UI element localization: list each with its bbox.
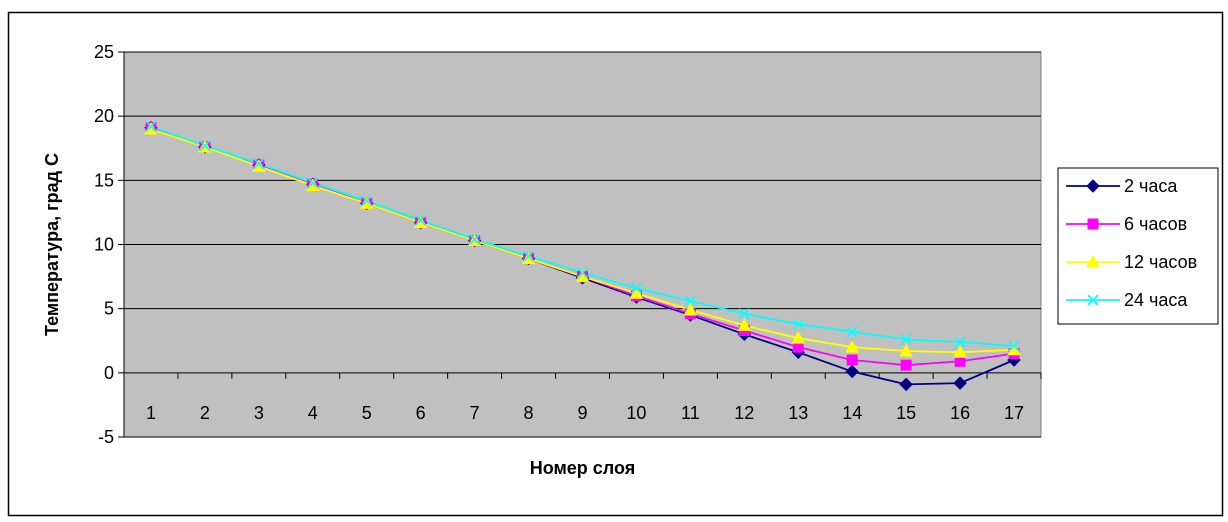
data-point [846, 354, 858, 366]
data-point [145, 120, 157, 132]
x-axis-title: Номер слоя [530, 458, 636, 478]
x-tick-labels: 1 2 3 4 5 6 7 8 9 10 11 12 13 14 15 16 17 [146, 403, 1024, 423]
grid-lines [124, 51, 1041, 438]
data-point [199, 140, 211, 152]
marker-stroke [900, 333, 912, 346]
y-tick-label: 5 [104, 299, 114, 319]
legend-item: 6 часов [1066, 214, 1187, 234]
x-tick-label: 10 [626, 403, 646, 423]
marker-stroke [415, 214, 427, 226]
marker-stroke [253, 158, 265, 170]
data-point [899, 377, 913, 392]
x-tick-label: 12 [734, 403, 754, 423]
y-tick-label: -5 [98, 427, 114, 447]
marker-stroke [738, 308, 750, 320]
series-markers [144, 120, 1021, 392]
marker-stroke [361, 195, 373, 207]
data-point [792, 318, 804, 330]
legend: 2 часа 6 часов 12 часов 24 часа [1057, 167, 1219, 325]
legend-label: 12 часов [1124, 252, 1197, 272]
marker-stroke [469, 233, 481, 245]
legend-item: 2 часа [1066, 176, 1178, 196]
data-point [469, 233, 481, 245]
data-point [954, 336, 966, 348]
data-point [738, 308, 750, 320]
data-point [900, 359, 912, 371]
x-tick-label: 1 [146, 403, 156, 423]
y-tick-label: 20 [94, 106, 114, 126]
legend-marker [1086, 179, 1100, 193]
legend-label: 24 часа [1124, 290, 1188, 310]
marker-stroke [954, 336, 966, 348]
x-tick-label: 2 [200, 403, 210, 423]
marker-stroke [307, 177, 319, 189]
x-tick-label: 9 [577, 403, 587, 423]
data-point [737, 318, 752, 331]
x-tick-label: 5 [362, 403, 372, 423]
marker-stroke [630, 282, 643, 294]
marker-stroke [1087, 294, 1099, 306]
marker-stroke [1008, 340, 1020, 352]
data-point [846, 326, 858, 338]
data-point [630, 282, 643, 294]
legend-label: 6 часов [1124, 214, 1187, 234]
y-tick-label: 0 [104, 363, 114, 383]
data-point [683, 302, 698, 316]
y-tick-label: 10 [94, 235, 114, 255]
x-tick-label: 16 [950, 403, 970, 423]
data-point [307, 177, 319, 189]
legend-item: 12 часов [1066, 252, 1197, 272]
legend-marker [1087, 294, 1099, 306]
x-tick-label: 17 [1004, 403, 1024, 423]
marker-stroke [145, 120, 157, 132]
data-point [629, 286, 644, 299]
x-tick-label: 14 [842, 403, 862, 423]
data-point [253, 158, 265, 170]
legend-marker [1087, 218, 1099, 230]
x-tick-label: 6 [416, 403, 426, 423]
data-point [791, 331, 806, 344]
legend-box [1057, 167, 1219, 325]
data-point [845, 340, 860, 353]
data-point [899, 343, 913, 357]
legend-label: 2 часа [1124, 176, 1178, 196]
data-point [576, 267, 589, 279]
x-tick-label: 8 [524, 403, 534, 423]
y-tick-label: 25 [94, 42, 114, 62]
x-tick-label: 4 [308, 403, 318, 423]
legend-item: 24 часа [1066, 290, 1188, 310]
legend-marker [1086, 254, 1100, 268]
data-point [415, 214, 427, 226]
data-point [953, 376, 967, 390]
x-tick-label: 15 [896, 403, 916, 423]
marker-stroke [846, 326, 858, 338]
y-axis-title: Температура, град С [42, 153, 62, 336]
data-point [361, 195, 373, 207]
marker-stroke [199, 140, 211, 152]
x-tick-label: 13 [788, 403, 808, 423]
x-tick-label: 3 [254, 403, 264, 423]
data-point [684, 295, 696, 307]
data-point [522, 250, 535, 262]
data-point [845, 364, 859, 379]
axes [118, 51, 1042, 438]
y-tick-labels: -5 0 5 10 15 20 25 [94, 42, 114, 447]
marker-stroke [522, 250, 535, 262]
marker-stroke [576, 267, 589, 279]
data-point [1008, 340, 1020, 352]
data-point [953, 345, 967, 358]
marker-stroke [792, 318, 804, 330]
y-tick-label: 15 [94, 170, 114, 190]
marker-stroke [684, 295, 696, 307]
x-tick-label: 11 [681, 403, 700, 423]
data-point [900, 333, 912, 346]
x-tick-label: 7 [470, 403, 480, 423]
